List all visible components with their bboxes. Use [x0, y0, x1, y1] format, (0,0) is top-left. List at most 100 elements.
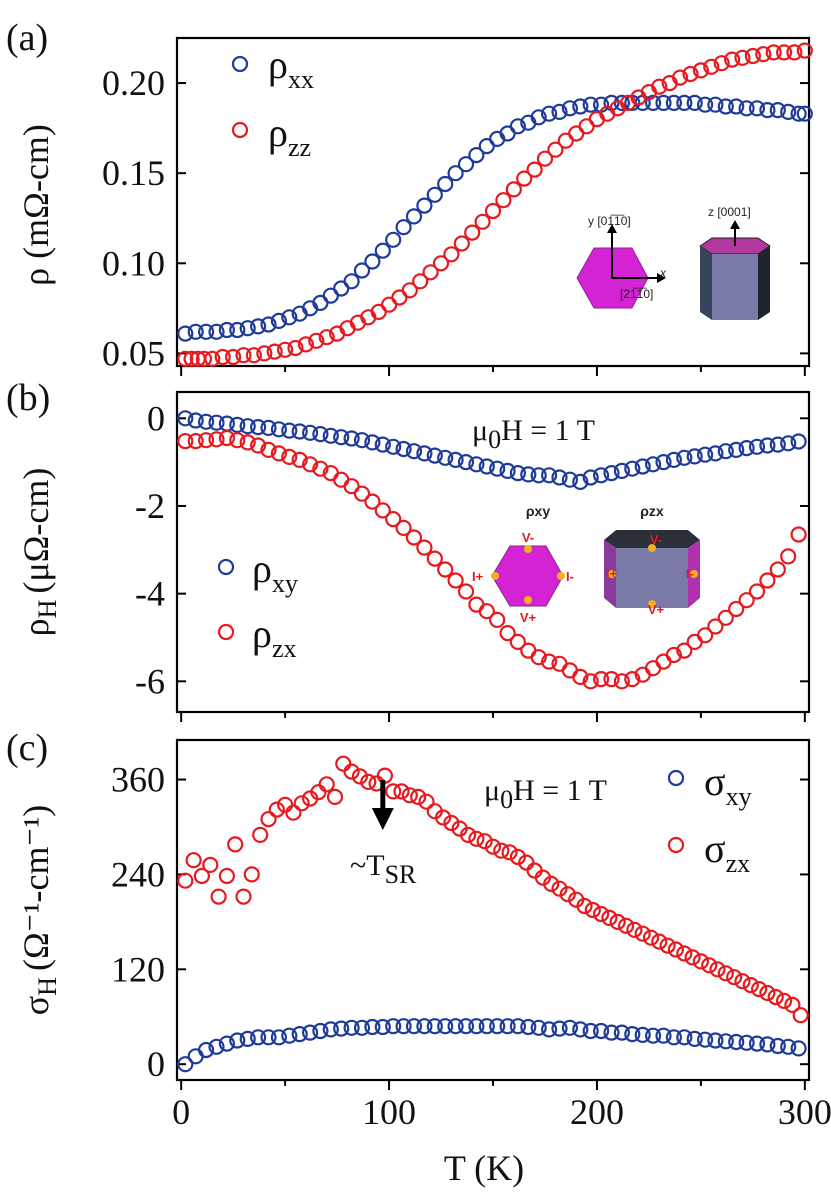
data-point-σxy — [343, 1019, 360, 1036]
data-point-σzx — [435, 809, 452, 826]
data-point-ρxx — [353, 262, 371, 279]
data-point-ρxx — [447, 165, 464, 182]
legend-marker-sigma-xy — [667, 769, 685, 787]
data-point-σzx — [443, 814, 460, 832]
data-point-ρzx — [520, 642, 537, 659]
data-point-σzx — [218, 867, 235, 885]
data-point-ρzx — [738, 592, 755, 609]
data-point-σzx — [185, 852, 202, 869]
data-point-ρxy — [312, 426, 329, 443]
data-point-ρxx — [644, 94, 662, 112]
x-tick-label: 200 — [570, 1092, 624, 1132]
data-point-ρzz — [703, 58, 720, 75]
data-point-σxy — [229, 1032, 246, 1049]
legend-label-sigma-zx: σzx — [704, 826, 750, 878]
data-point-ρxx — [717, 98, 734, 115]
data-point-ρzz — [287, 339, 304, 357]
data-point-ρxx — [676, 94, 693, 112]
data-point-σzx — [385, 783, 402, 800]
data-point-ρzz — [381, 296, 398, 313]
data-point-ρzx — [499, 624, 516, 642]
data-point-ρzx — [748, 583, 766, 600]
data-point-ρxy — [416, 445, 433, 462]
data-point-ρxx — [728, 98, 745, 115]
data-point-ρzz — [495, 192, 512, 209]
data-points — [177, 42, 813, 1073]
data-point-ρzx — [686, 633, 703, 651]
data-point-σzx — [351, 768, 368, 785]
data-point-σxy — [385, 1018, 402, 1035]
data-point-σzx — [559, 886, 576, 903]
data-point-ρzz — [713, 55, 730, 72]
data-point-ρzx — [696, 627, 714, 644]
contact-label-i-plus: I+ — [606, 566, 618, 581]
y-tick-label: 360 — [111, 760, 165, 800]
data-point-ρxx — [582, 96, 599, 113]
data-point-ρzz — [225, 348, 242, 366]
data-point-σzx — [667, 941, 685, 958]
prism-right-face — [758, 246, 770, 320]
data-point-ρzz — [266, 343, 283, 360]
data-point-σzx — [401, 787, 418, 804]
data-point-ρzx — [530, 649, 547, 666]
data-point-σzx — [750, 980, 768, 998]
data-point-ρxy — [592, 467, 610, 484]
data-point-σxy — [592, 1022, 610, 1040]
data-point-σzx — [551, 880, 568, 897]
data-point-ρzz — [183, 350, 200, 367]
data-point-σzx — [726, 969, 743, 986]
data-point-ρzz — [401, 282, 418, 299]
data-point-ρxx — [457, 156, 475, 173]
data-point-ρxx — [686, 94, 703, 112]
data-point-ρxx — [769, 101, 786, 119]
data-point-σxy — [624, 1025, 641, 1043]
data-point-ρxy — [520, 466, 537, 483]
data-point-σxy — [322, 1021, 339, 1038]
data-point-σxy — [302, 1024, 319, 1041]
data-point-ρzz — [723, 51, 741, 68]
data-point-σzx — [484, 838, 502, 855]
x-tick-label: 0 — [172, 1092, 190, 1132]
y-tick-label: 0 — [147, 398, 165, 438]
data-point-σxy — [676, 1029, 693, 1046]
contact-label-v-plus: V+ — [648, 602, 665, 617]
data-point-ρxx — [655, 94, 672, 112]
data-point-ρzz — [464, 224, 481, 241]
data-point-ρzz — [245, 347, 262, 364]
data-point-ρxy — [676, 449, 693, 466]
data-point-σxy — [270, 1029, 287, 1046]
data-point-ρxx — [260, 316, 277, 333]
data-point-σxy — [281, 1027, 298, 1044]
data-point-ρzz — [256, 345, 273, 362]
data-point-ρzz — [671, 69, 689, 86]
data-point-σxy — [540, 1021, 558, 1038]
data-point-σzx — [493, 842, 510, 859]
data-point-ρxy — [769, 436, 786, 453]
data-point-ρxx — [468, 147, 485, 164]
data-point-σzx — [476, 833, 493, 850]
data-point-ρxx — [385, 231, 402, 248]
data-point-ρzx — [229, 432, 246, 449]
panel-b-ylabel: ρH (μΩ-cm) — [16, 468, 62, 637]
data-point-σxy — [644, 1027, 662, 1044]
data-point-ρxx — [250, 318, 267, 335]
data-point-ρxy — [437, 449, 454, 466]
data-point-σxy — [551, 1020, 568, 1037]
data-point-σzx — [243, 866, 260, 883]
data-point-ρzx — [353, 485, 371, 502]
data-point-ρxx — [738, 100, 755, 117]
data-point-σxy — [177, 1056, 194, 1073]
contact-label-v-minus: V- — [522, 530, 534, 545]
data-point-ρzz — [297, 336, 314, 353]
data-point-ρzz — [422, 264, 439, 281]
data-point-ρxy — [333, 429, 350, 446]
data-point-ρxy — [489, 460, 506, 477]
data-point-σzx — [734, 973, 751, 990]
data-point-σxy — [198, 1041, 215, 1059]
data-point-σzx — [592, 905, 610, 923]
data-point-ρxy — [343, 430, 360, 447]
data-point-ρxy — [561, 471, 579, 488]
data-point-σxy — [457, 1018, 475, 1035]
data-point-ρxy — [281, 422, 298, 439]
contact-label-v-minus: V- — [650, 532, 662, 547]
